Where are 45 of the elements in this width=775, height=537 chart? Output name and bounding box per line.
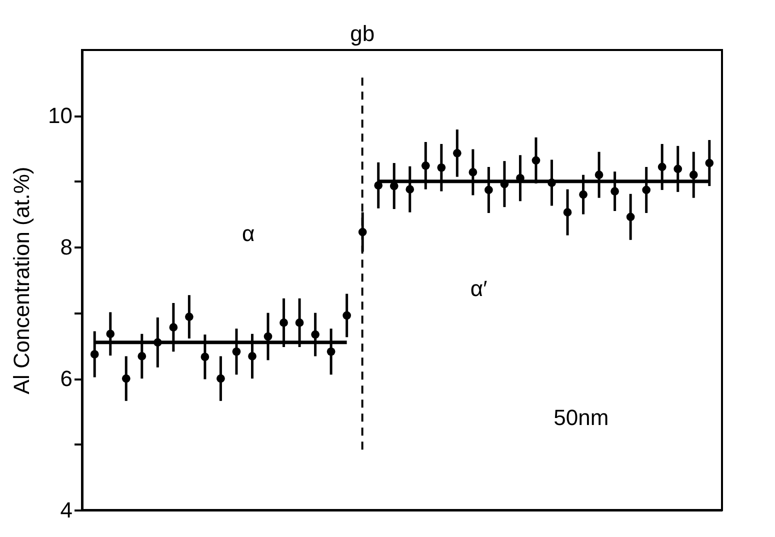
point <box>658 162 666 172</box>
y-tick-label: 6 <box>60 366 72 392</box>
point <box>122 374 130 383</box>
point <box>563 208 572 216</box>
point <box>674 164 682 174</box>
annotation: α′ <box>470 276 488 302</box>
point <box>594 170 604 180</box>
point <box>468 168 478 176</box>
point <box>579 190 588 199</box>
point <box>216 374 225 383</box>
point <box>421 161 430 170</box>
y-tick-label: 10 <box>48 103 72 128</box>
point <box>610 187 619 196</box>
point <box>326 347 336 356</box>
point <box>90 350 99 358</box>
point <box>280 318 288 327</box>
point <box>689 170 698 180</box>
point <box>626 212 635 222</box>
point <box>642 186 651 194</box>
point <box>311 330 320 339</box>
annotation: 50nm <box>554 405 609 430</box>
point <box>452 148 462 158</box>
point <box>705 158 714 168</box>
point <box>106 330 115 338</box>
point <box>532 156 540 165</box>
point <box>437 163 446 172</box>
point <box>342 311 352 320</box>
text: gb <box>350 20 375 46</box>
point <box>232 347 241 356</box>
point <box>264 332 272 341</box>
point <box>484 186 493 194</box>
y-tick-label: 8 <box>60 234 72 260</box>
point <box>153 338 162 347</box>
point <box>548 178 556 187</box>
y-tick-label: 4 <box>60 498 72 522</box>
point <box>374 181 383 190</box>
point <box>200 352 210 362</box>
point <box>406 185 414 194</box>
point <box>169 323 178 332</box>
point <box>138 352 146 360</box>
annotation: α <box>242 221 256 246</box>
point <box>295 318 304 327</box>
point <box>185 312 194 321</box>
point <box>248 352 256 360</box>
y-axis-title: Al Concentration (at.%) <box>9 166 34 394</box>
